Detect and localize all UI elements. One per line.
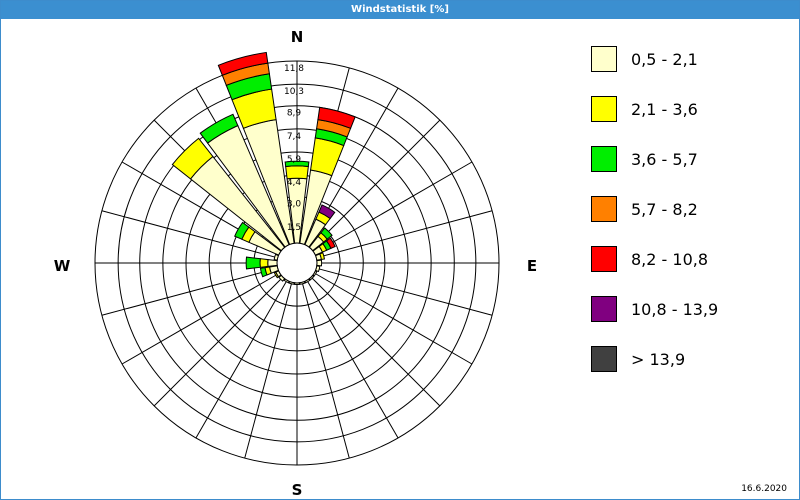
grid-spoke: [316, 267, 493, 316]
grid-spoke: [314, 272, 473, 365]
radial-tick-label: 11,8: [284, 64, 304, 74]
wind-sector-bar: [234, 221, 250, 240]
window-title: Windstatistik [%]: [1, 1, 799, 19]
wind-sector-bar: [299, 280, 306, 285]
wind-sector-bar: [304, 278, 311, 284]
legend-label: 2,1 - 3,6: [631, 100, 698, 119]
wind-sector-bar: [318, 204, 336, 220]
legend-label: 5,7 - 8,2: [631, 200, 698, 219]
grid-spoke: [316, 210, 493, 259]
grid-spoke: [101, 210, 278, 259]
wind-sector-bar: [285, 165, 309, 180]
wind-sector-bar: [217, 51, 269, 76]
wind-sector-bar: [259, 258, 269, 268]
grid-spoke: [306, 280, 399, 439]
wind-sector-bar: [312, 270, 318, 277]
legend-swatch: [591, 96, 617, 122]
wind-sector-bar: [293, 282, 301, 286]
date-label: 16.6.2020: [741, 484, 787, 494]
wind-sector-bar: [267, 259, 278, 267]
wind-sector-bar: [317, 106, 356, 129]
wind-sector-bar: [273, 253, 280, 261]
wind-sector-bar: [273, 271, 280, 279]
grid-spoke: [314, 161, 473, 254]
radial-tick-label: 4,4: [287, 178, 302, 188]
legend-label: 8,2 - 10,8: [631, 250, 709, 269]
radial-tick-label: 1,5: [287, 223, 301, 233]
grid-spoke: [244, 282, 293, 459]
wind-sector-bar: [316, 259, 323, 267]
legend-label: > 13,9: [631, 350, 686, 369]
grid-spoke: [310, 276, 441, 407]
wind-sector-bar: [283, 278, 290, 284]
grid-spoke: [301, 282, 350, 459]
legend-label: 3,6 - 5,7: [631, 150, 698, 169]
radial-tick-label: 7,4: [287, 132, 302, 142]
legend-label: 10,8 - 13,9: [631, 300, 719, 319]
grid-spoke: [153, 276, 284, 407]
grid-spoke: [121, 272, 280, 365]
legend-swatch: [591, 246, 617, 272]
wind-sectors: [171, 51, 356, 286]
radial-tick-label: 8,9: [287, 109, 302, 119]
wind-sector-bar: [284, 160, 310, 168]
radial-tick-label: 3,0: [287, 200, 302, 210]
wind-sector-bar: [308, 274, 315, 281]
grid-spoke: [101, 267, 278, 316]
wind-sector-bar: [259, 267, 268, 278]
legend-swatch: [591, 346, 617, 372]
compass-west-label: W: [54, 257, 71, 275]
legend-label: 0,5 - 2,1: [631, 50, 698, 69]
grid-spoke: [195, 280, 288, 439]
radial-tick-labels: 1,5 3,0 4,4 5,9 7,4 8,9 10,3 11,8: [284, 64, 304, 233]
wind-sector-bar: [288, 280, 295, 285]
wind-sector-bar: [278, 274, 286, 282]
polar-grid: [94, 60, 500, 466]
legend-swatch: [591, 196, 617, 222]
wind-sector-bar: [325, 237, 336, 250]
legend-swatch: [591, 46, 617, 72]
wind-sector-bar: [245, 256, 261, 270]
compass-north-label: N: [291, 28, 304, 46]
wind-sector-bar: [171, 137, 214, 180]
legend-swatch: [591, 296, 617, 322]
wind-sector-bar: [199, 113, 239, 144]
compass-south-label: S: [292, 481, 303, 499]
wind-sector-bar: [319, 252, 325, 261]
wind-sector-bar: [320, 227, 333, 240]
radial-tick-label: 10,3: [284, 87, 304, 97]
compass-east-label: E: [527, 257, 537, 275]
grid-spoke: [310, 119, 441, 250]
radial-tick-label: 5,9: [287, 155, 302, 165]
wind-sector-bar: [314, 265, 321, 273]
legend-swatch: [591, 146, 617, 172]
